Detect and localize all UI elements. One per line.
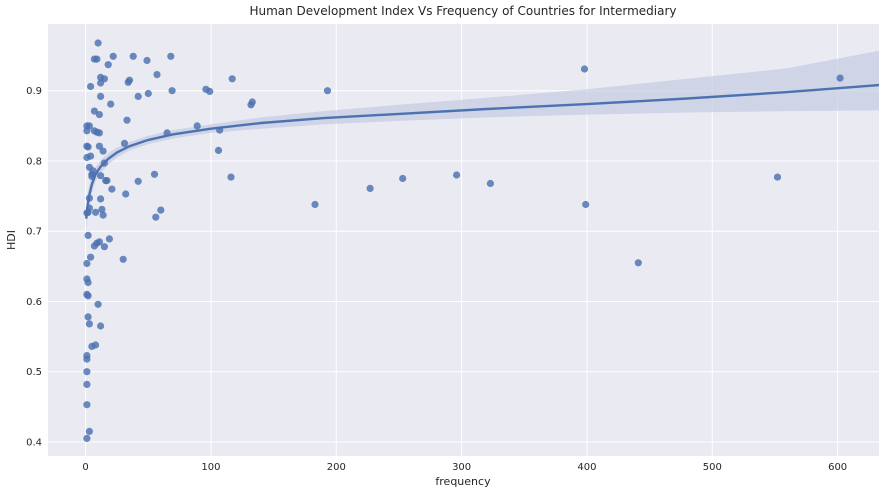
data-point <box>83 355 91 363</box>
data-point <box>98 205 106 213</box>
data-point <box>486 179 494 188</box>
fit-line <box>85 83 880 219</box>
data-point <box>83 380 91 388</box>
data-point <box>123 116 131 124</box>
data-point <box>97 322 105 330</box>
data-point <box>83 259 91 268</box>
data-point <box>97 79 105 87</box>
data-point <box>95 142 103 150</box>
data-point <box>836 74 844 82</box>
data-point <box>134 92 142 100</box>
data-point <box>94 39 102 47</box>
x-tick-label: 400 <box>577 462 596 473</box>
data-point <box>100 243 108 251</box>
data-point <box>102 177 110 185</box>
chart-title: Human Development Index Vs Frequency of … <box>249 4 676 18</box>
data-point <box>87 253 95 261</box>
data-point <box>134 177 142 185</box>
data-point <box>168 87 176 95</box>
y-tick-label: 0.4 <box>26 437 42 448</box>
data-point <box>150 170 159 178</box>
y-tick-label: 0.9 <box>26 86 42 97</box>
data-point <box>84 278 92 287</box>
data-point <box>323 87 332 95</box>
data-point <box>94 300 102 308</box>
y-tick-label: 0.6 <box>26 297 42 308</box>
x-tick-label: 200 <box>327 462 346 473</box>
data-point <box>228 75 236 83</box>
data-point <box>90 107 98 115</box>
data-point <box>97 92 105 100</box>
data-point <box>143 56 151 65</box>
grid <box>48 24 879 456</box>
data-point <box>108 185 116 193</box>
x-tick-labels: 0 100 200 300 400 500 600 <box>82 462 847 473</box>
data-point <box>87 152 95 160</box>
data-point <box>97 195 105 203</box>
data-point <box>84 313 92 321</box>
data-point <box>157 206 165 214</box>
data-point <box>99 147 107 155</box>
data-point <box>144 89 152 98</box>
data-point <box>83 127 91 135</box>
data-point <box>105 235 113 243</box>
data-point <box>214 146 223 154</box>
data-point <box>104 61 112 69</box>
data-point <box>109 52 117 60</box>
data-point <box>206 87 214 95</box>
confidence-band <box>86 50 879 233</box>
data-point <box>107 100 115 108</box>
x-tick-label: 300 <box>452 462 471 473</box>
data-point <box>83 434 91 442</box>
data-point <box>227 173 235 181</box>
data-point <box>399 174 407 183</box>
data-point <box>95 111 103 119</box>
y-axis-title: HDI <box>5 230 18 250</box>
data-point <box>193 122 201 130</box>
y-tick-label: 0.8 <box>26 156 42 167</box>
x-tick-label: 600 <box>828 462 847 473</box>
data-point <box>129 52 137 60</box>
data-point <box>99 211 107 219</box>
data-point <box>152 213 160 221</box>
data-point <box>119 255 127 263</box>
x-tick-label: 100 <box>201 462 220 473</box>
data-point <box>84 143 92 151</box>
x-tick-label: 500 <box>703 462 722 473</box>
x-tick-label: 0 <box>82 462 88 473</box>
data-point <box>87 82 95 91</box>
data-point <box>88 342 96 350</box>
data-point <box>85 427 93 435</box>
data-point <box>634 259 642 267</box>
data-point <box>90 242 98 250</box>
data-point <box>580 65 589 73</box>
data-point <box>453 171 461 179</box>
data-point <box>124 78 132 86</box>
data-point <box>167 52 175 60</box>
data-point <box>582 200 590 209</box>
data-point <box>97 172 105 180</box>
data-point <box>85 320 93 328</box>
data-point <box>247 101 255 109</box>
data-point <box>773 173 782 181</box>
x-axis-title: frequency <box>435 475 491 488</box>
data-point <box>93 55 101 63</box>
data-point <box>84 231 92 239</box>
data-point <box>83 368 91 376</box>
data-point <box>366 184 374 192</box>
data-point <box>83 401 91 409</box>
y-tick-labels: 0.4 0.5 0.6 0.7 0.8 0.9 <box>26 86 42 448</box>
y-tick-label: 0.5 <box>26 367 42 378</box>
y-tick-label: 0.7 <box>26 227 42 238</box>
data-point <box>122 190 130 198</box>
data-point <box>95 129 103 137</box>
data-point <box>311 200 319 209</box>
data-point <box>84 292 92 300</box>
data-point <box>120 139 129 147</box>
data-point <box>153 71 161 79</box>
data-point <box>92 208 100 216</box>
